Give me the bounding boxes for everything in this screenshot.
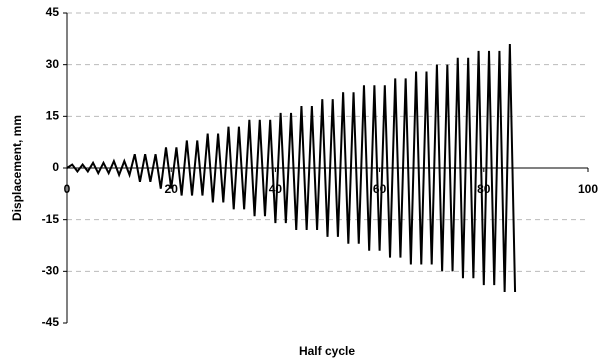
y-tick-label: 0 [52,160,59,174]
x-tick-label: 0 [64,182,71,196]
y-tick-label: -45 [42,315,60,329]
x-tick-label: 40 [269,182,283,196]
x-tick-label: 100 [578,182,598,196]
x-tick-label: 60 [373,182,387,196]
y-tick-label: 30 [46,57,60,71]
data-line [66,43,517,293]
x-axis-label: Half cycle [299,344,355,358]
y-tick-label: -30 [42,264,60,278]
y-axis-label: Displacement, mm [10,115,24,221]
y-tick-label: 45 [46,5,60,19]
x-tick-label: 80 [477,182,491,196]
y-tick-label: -15 [42,212,60,226]
x-tick-label: 20 [165,182,179,196]
y-tick-label: 15 [46,109,60,123]
